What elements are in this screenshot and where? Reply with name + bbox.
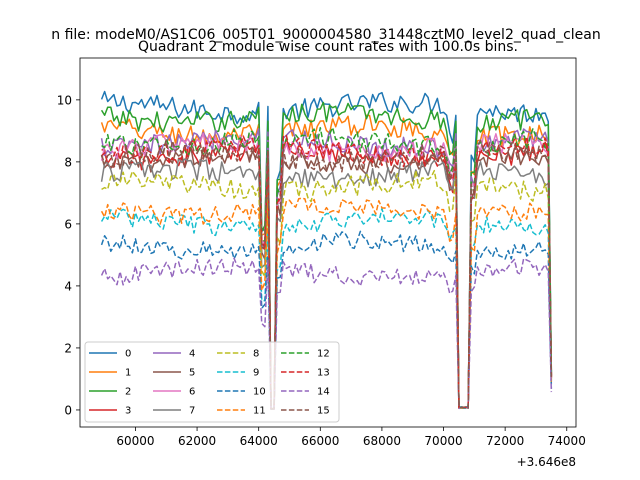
- legend-label-7: 7: [189, 406, 195, 417]
- series-line-11: [100, 197, 553, 410]
- x-offset-label: +3.646e8: [517, 455, 576, 469]
- legend-label-12: 12: [317, 349, 330, 360]
- y-axis: 0 2 4 6 8 10: [57, 93, 80, 417]
- x-tick-label-3: 66000: [301, 434, 339, 448]
- x-axis: 60000 62000 64000 66000 68000 70000 72000 74000: [116, 427, 586, 448]
- chart-title: Quadrant 2 module wise count rates with …: [138, 39, 518, 55]
- series-line-0: [100, 90, 553, 410]
- y-tick-label-4: 8: [64, 155, 72, 169]
- series-line-8: [101, 169, 553, 410]
- series-line-14: [100, 257, 553, 410]
- legend-label-11: 11: [253, 406, 266, 417]
- y-tick-label-3: 6: [64, 217, 72, 231]
- y-tick-label-0: 0: [64, 403, 72, 417]
- legend-label-13: 13: [317, 368, 330, 379]
- legend-label-6: 6: [189, 387, 195, 398]
- legend-label-4: 4: [189, 349, 195, 360]
- legend-label-3: 3: [125, 406, 131, 417]
- legend-label-5: 5: [189, 368, 195, 379]
- x-tick-label-1: 62000: [178, 434, 216, 448]
- y-tick-label-5: 10: [57, 93, 72, 107]
- legend-label-9: 9: [253, 368, 259, 379]
- series-line-13: [101, 134, 553, 411]
- legend-label-8: 8: [253, 349, 259, 360]
- legend-label-2: 2: [125, 387, 131, 398]
- legend-label-15: 15: [317, 406, 330, 417]
- legend-label-1: 1: [125, 368, 131, 379]
- series-line-9: [100, 207, 553, 410]
- legend-label-14: 14: [317, 387, 330, 398]
- axes-frame: [79, 57, 577, 428]
- series-line-7: [100, 157, 553, 410]
- series-line-2: [100, 101, 553, 410]
- series-line-15: [100, 139, 553, 410]
- legend-frame: [84, 341, 340, 423]
- x-tick-label-2: 64000: [240, 434, 278, 448]
- series-line-10: [100, 230, 553, 410]
- y-tick-label-2: 4: [64, 279, 72, 293]
- x-tick-label-5: 70000: [424, 434, 462, 448]
- x-tick-label-6: 72000: [486, 434, 524, 448]
- x-tick-label-0: 60000: [116, 434, 154, 448]
- y-tick-label-1: 2: [64, 341, 72, 355]
- x-tick-label-4: 68000: [363, 434, 401, 448]
- legend-label-10: 10: [253, 387, 266, 398]
- suptitle: n file: modeM0/AS1C06_005T01_9000004580_…: [51, 27, 600, 43]
- legend-label-0: 0: [125, 349, 131, 360]
- series-layer: [100, 90, 553, 411]
- x-tick-label-7: 74000: [548, 434, 586, 448]
